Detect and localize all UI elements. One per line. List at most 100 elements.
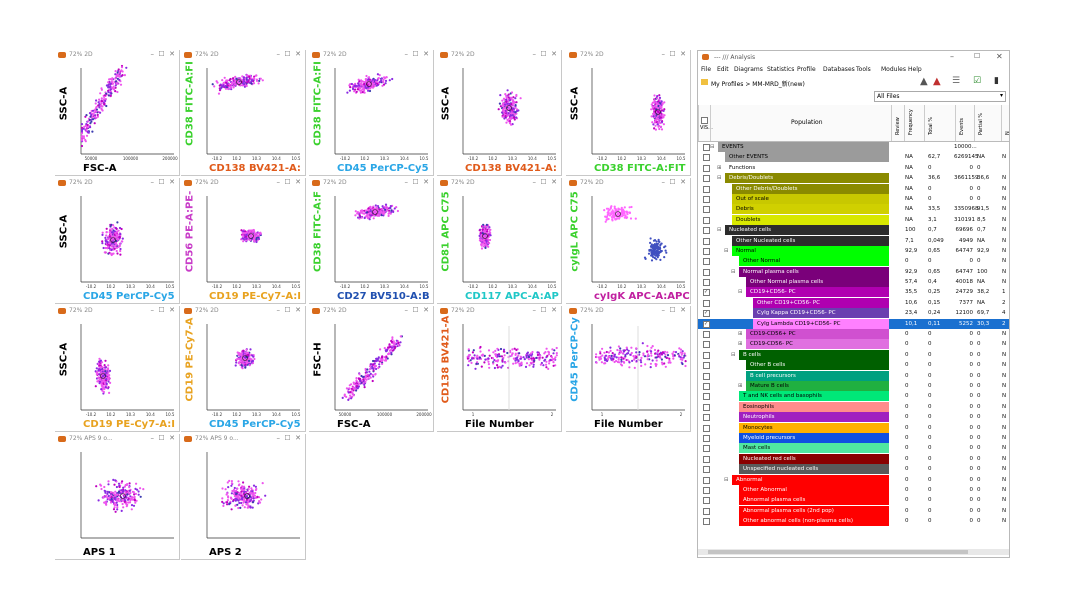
table-row[interactable]: ⊞ CD19-CD56+ PC 0 0 0 0 N — [698, 329, 1009, 340]
table-row[interactable]: Other abnormal cells (non-plasma cells) 0… — [698, 516, 1009, 527]
visibility-checkbox[interactable] — [703, 403, 710, 411]
plot-window-buttons[interactable]: – ☐ ✕ — [150, 306, 175, 314]
plot-window-buttons[interactable]: – ☐ ✕ — [276, 434, 301, 442]
column-header[interactable]: Events — [955, 105, 975, 141]
header-checkbox[interactable] — [701, 117, 708, 124]
table-row[interactable]: Monocytes 0 0 0 0 N — [698, 422, 1009, 433]
plot-window-buttons[interactable]: – ☐ ✕ — [404, 178, 429, 186]
visibility-checkbox[interactable] — [703, 382, 710, 390]
visibility-checkbox[interactable] — [703, 434, 710, 442]
plot-window-buttons[interactable]: – ☐ ✕ — [150, 434, 175, 442]
visibility-checkbox[interactable] — [703, 319, 710, 329]
table-row[interactable]: Nucleated red cells 0 0 0 0 N — [698, 453, 1009, 464]
plot-window-buttons[interactable]: – ☐ ✕ — [661, 306, 686, 314]
visibility-checkbox[interactable] — [703, 362, 710, 370]
visibility-checkbox[interactable] — [703, 268, 710, 276]
plot-window-buttons[interactable]: – ☐ ✕ — [661, 50, 686, 58]
alert-icon[interactable]: ▲ — [933, 76, 941, 87]
table-row[interactable]: CyIg Lambda CD19+CD56- PC 10,1 0,11 5252 30,… — [698, 318, 1009, 329]
scatter-plot[interactable]: 72% 2D – ☐ ✕ -10.2 10.2 10.3 10.4 10.5 CD138 BV… — [437, 50, 562, 176]
plot-window-buttons[interactable]: – ☐ ✕ — [532, 50, 557, 58]
visibility-checkbox[interactable] — [703, 216, 710, 224]
scatter-plot[interactable]: 72% 2D – ☐ ✕ -10.2 10.2 10.3 10.4 10.5 CD117 AP… — [437, 178, 562, 304]
menu-item[interactable]: Edit — [717, 66, 729, 73]
tree-expander-icon[interactable]: ⊟ — [724, 247, 729, 254]
table-row[interactable]: ⊟ EVENTS 10000... — [698, 142, 1009, 152]
table-row[interactable]: Other Debris/Doublets NA 0 0 0 N — [698, 183, 1009, 194]
table-row[interactable]: ⊞ Functions NA 0 0 0 — [698, 162, 1009, 173]
table-row[interactable]: Mast cells 0 0 0 0 N — [698, 443, 1009, 454]
plot-window-buttons[interactable]: – ☐ ✕ — [532, 178, 557, 186]
table-row[interactable]: Other Normal 0 0 0 0 N — [698, 256, 1009, 267]
visibility-checkbox[interactable] — [703, 237, 710, 245]
menu-item[interactable]: File — [701, 66, 712, 73]
scatter-plot[interactable]: 72% 2D – ☐ ✕ -10.2 10.2 10.3 10.4 10.5 cyIgK AP… — [566, 178, 691, 304]
visibility-checkbox[interactable] — [703, 299, 710, 307]
table-row[interactable]: ⊟ Nucleated cells 100 0,7 69696 0,7 N — [698, 225, 1009, 236]
table-row[interactable]: CyIg Kappa CD19+CD56- PC 23,4 0,24 1210069,… — [698, 308, 1009, 319]
tree-expander-icon[interactable]: ⊟ — [724, 476, 729, 483]
plot-window-buttons[interactable]: – ☐ ✕ — [276, 178, 301, 186]
scatter-plot[interactable]: 72% 2D – ☐ ✕ -10.2 10.2 10.3 10.4 10.5 CD45 Per… — [181, 306, 306, 432]
visibility-checkbox[interactable] — [703, 185, 710, 193]
scatter-plot[interactable]: 72% APS 9 o... – ☐ ✕ APS 2 — [181, 434, 306, 560]
scatter-plot[interactable]: 72% 2D – ☐ ✕ -10.2 10.2 10.3 10.4 10.5 CD45 Per… — [309, 50, 434, 176]
file-filter-select[interactable]: All Files ▾ — [874, 91, 1006, 102]
visibility-checkbox[interactable] — [703, 164, 710, 172]
visibility-checkbox[interactable] — [703, 507, 710, 515]
menu-item[interactable]: Databases — [823, 66, 855, 73]
visibility-checkbox[interactable] — [703, 247, 710, 255]
visibility-checkbox[interactable] — [703, 279, 710, 287]
table-row[interactable]: T and NK cells and basophils 0 0 0 0 N — [698, 391, 1009, 402]
table-row[interactable]: B cell precursors 0 0 0 0 N — [698, 370, 1009, 381]
visibility-checkbox[interactable] — [703, 497, 710, 505]
menu-item[interactable]: Tools — [856, 66, 871, 73]
database-icon[interactable]: ☰ — [952, 76, 961, 86]
minimize-icon[interactable]: – — [950, 52, 954, 61]
scatter-plot[interactable]: 72% 2D – ☐ ✕ -10.2 10.2 10.3 10.4 10.5 CD45 Per… — [55, 178, 180, 304]
tools-icon[interactable]: ▮ — [994, 76, 999, 86]
visibility-checkbox[interactable] — [703, 175, 710, 183]
column-header[interactable]: Review — [891, 105, 905, 141]
plot-window-buttons[interactable]: – ☐ ✕ — [532, 306, 557, 314]
tree-expander-icon[interactable]: ⊟ — [717, 227, 722, 234]
visibility-checkbox[interactable] — [703, 258, 710, 266]
visibility-checkbox[interactable] — [703, 206, 710, 214]
visibility-checkbox[interactable] — [703, 372, 710, 380]
scatter-plot[interactable]: 72% 2D – ☐ ✕ 1 2 File Number CD45 PerCP-Cy — [566, 306, 691, 432]
table-row[interactable]: Other CD19+CD56- PC 10,6 0,15 7377 NA 2 — [698, 297, 1009, 308]
visibility-checkbox[interactable] — [703, 476, 710, 484]
visibility-checkbox[interactable] — [703, 445, 710, 453]
scatter-plot[interactable]: 72% 2D – ☐ ✕ -10.2 10.2 10.3 10.4 10.5 CD38 FIT… — [566, 50, 691, 176]
tree-expander-icon[interactable]: ⊞ — [738, 382, 743, 389]
scrollbar-thumb[interactable] — [708, 550, 968, 554]
visibility-checkbox[interactable] — [703, 455, 710, 463]
tree-expander-icon[interactable]: ⊟ — [738, 289, 743, 296]
table-row[interactable]: ⊟ Abnormal 0 0 0 0 N — [698, 474, 1009, 485]
scatter-plot[interactable]: 72% 2D – ☐ ✕ 1 2 File Number CD138 BV421-A — [437, 306, 562, 432]
menu-item[interactable]: Statistics — [767, 66, 795, 73]
table-row[interactable]: ⊟ Debris/Doublets NA 36,6 3661159 36,6 N — [698, 173, 1009, 184]
plot-window-buttons[interactable]: – ☐ ✕ — [150, 50, 175, 58]
table-row[interactable]: ⊞ CD19-CD56- PC 0 0 0 0 N — [698, 339, 1009, 350]
horizontal-scrollbar[interactable] — [698, 549, 1009, 555]
table-row[interactable]: Other EVENTS NA 62,7 6269145 NA N — [698, 152, 1009, 163]
visibility-checkbox[interactable] — [703, 466, 710, 474]
scatter-plot[interactable]: 72% 2D – ☐ ✕ -10.2 10.2 10.3 10.4 10.5 CD19 PE-… — [55, 306, 180, 432]
column-header[interactable]: Total % — [924, 105, 956, 141]
check-report-icon[interactable]: ☑ — [973, 76, 982, 86]
plot-window-buttons[interactable]: – ☐ ✕ — [661, 178, 686, 186]
tree-expander-icon[interactable]: ⊟ — [731, 351, 736, 358]
menu-item[interactable]: Diagrams — [734, 66, 763, 73]
scatter-plot[interactable]: 72% 2D – ☐ ✕ -10.2 10.2 10.3 10.4 10.5 CD19 PE-… — [181, 178, 306, 304]
menu-item[interactable]: Modules — [881, 66, 906, 73]
scatter-plot[interactable]: 72% APS 9 o... – ☐ ✕ APS 1 — [55, 434, 180, 560]
tree-expander-icon[interactable]: ⊞ — [738, 341, 743, 348]
table-row[interactable]: ⊟ Normal 92,9 0,65 64747 92,9 N — [698, 245, 1009, 256]
table-row[interactable]: Doublets NA 3,1 310191 8,5 N — [698, 214, 1009, 225]
tree-expander-icon[interactable]: ⊞ — [717, 164, 722, 171]
tree-expander-icon[interactable]: ⊟ — [717, 175, 722, 182]
table-row[interactable]: Out of scale NA 0 0 0 N — [698, 193, 1009, 204]
visibility-checkbox[interactable] — [703, 393, 710, 401]
